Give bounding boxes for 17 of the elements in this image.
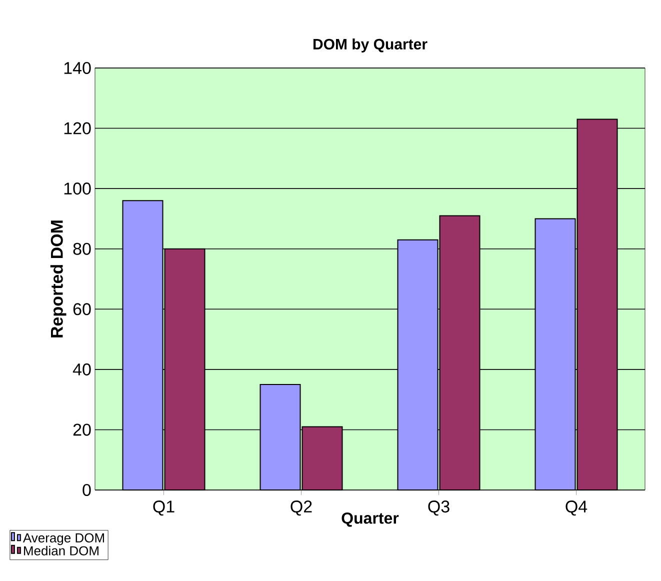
y-tick-label: 80 <box>73 242 91 255</box>
y-tick-label: 60 <box>73 303 91 316</box>
y-tick-label: 140 <box>64 62 91 74</box>
x-tick-label: Q4 <box>566 500 588 516</box>
legend-label: Median DOM <box>24 546 98 556</box>
y-tick-label: 100 <box>64 182 91 195</box>
y-axis-title: Reported DOM <box>50 220 66 338</box>
x-tick-label: Q3 <box>428 500 450 516</box>
y-tick-label: 0 <box>82 484 91 496</box>
x-tick-label: Q2 <box>290 500 312 516</box>
x-axis-title: Quarter <box>342 512 399 527</box>
y-tick-label: 120 <box>64 122 91 134</box>
y-tick-label: 20 <box>73 424 91 436</box>
chart-title: DOM by Quarter <box>313 38 428 52</box>
y-tick-label: 40 <box>72 363 91 376</box>
legend-label: Average DOM <box>22 533 104 546</box>
x-tick-label: Q1 <box>153 500 174 516</box>
